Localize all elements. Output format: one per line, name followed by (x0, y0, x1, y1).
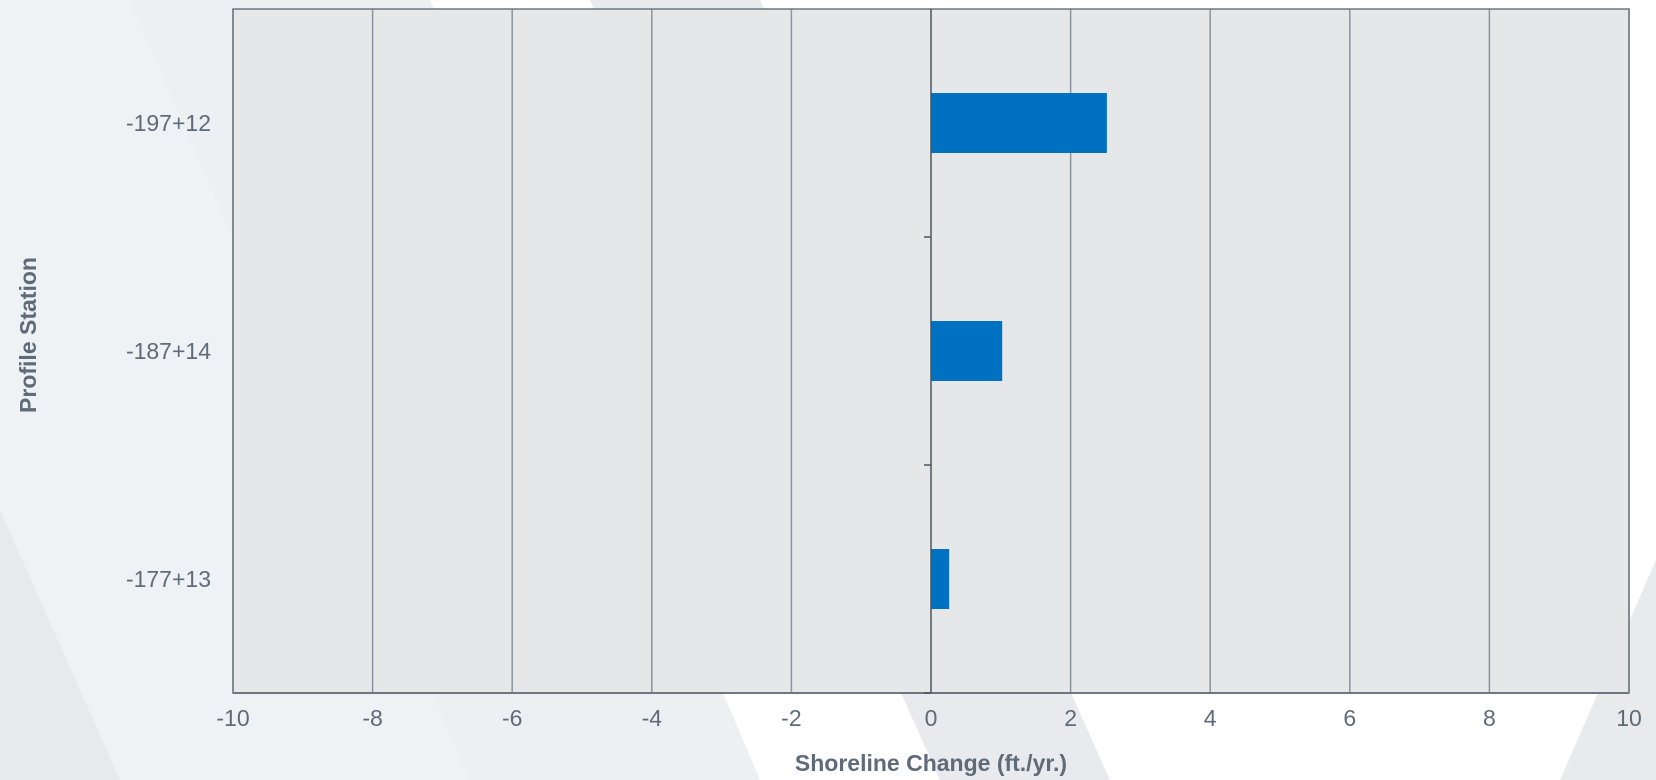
x-tick-label: 8 (1483, 705, 1496, 731)
x-axis-title: Shoreline Change (ft./yr.) (795, 750, 1067, 776)
y-tick-labels: -197+12 -187+14 -177+13 (126, 110, 211, 592)
axes (232, 8, 1630, 694)
x-tick-label: 6 (1343, 705, 1356, 731)
x-tick-label: -2 (781, 705, 801, 731)
y-tick-label: -197+12 (126, 110, 211, 136)
y-axis-title: Profile Station (15, 257, 41, 413)
x-tick-label: 4 (1204, 705, 1217, 731)
background-stripe-bottom-left (0, 510, 120, 780)
x-tick-label: 10 (1616, 705, 1642, 731)
x-tick-label: -4 (642, 705, 663, 731)
bar (931, 549, 950, 609)
y-tick-label: -177+13 (126, 566, 211, 592)
bar (931, 321, 1003, 381)
y-tick-label: -187+14 (126, 338, 211, 364)
x-tick-label: -6 (502, 705, 522, 731)
x-tick-label: -10 (216, 705, 249, 731)
x-tick-labels: -10 -8 -6 -4 -2 0 2 4 6 8 10 (216, 705, 1641, 731)
x-tick-label: 2 (1064, 705, 1077, 731)
x-tick-label: -8 (362, 705, 382, 731)
x-tick-label: 0 (925, 705, 938, 731)
bars (931, 93, 1107, 609)
bar (931, 93, 1107, 153)
